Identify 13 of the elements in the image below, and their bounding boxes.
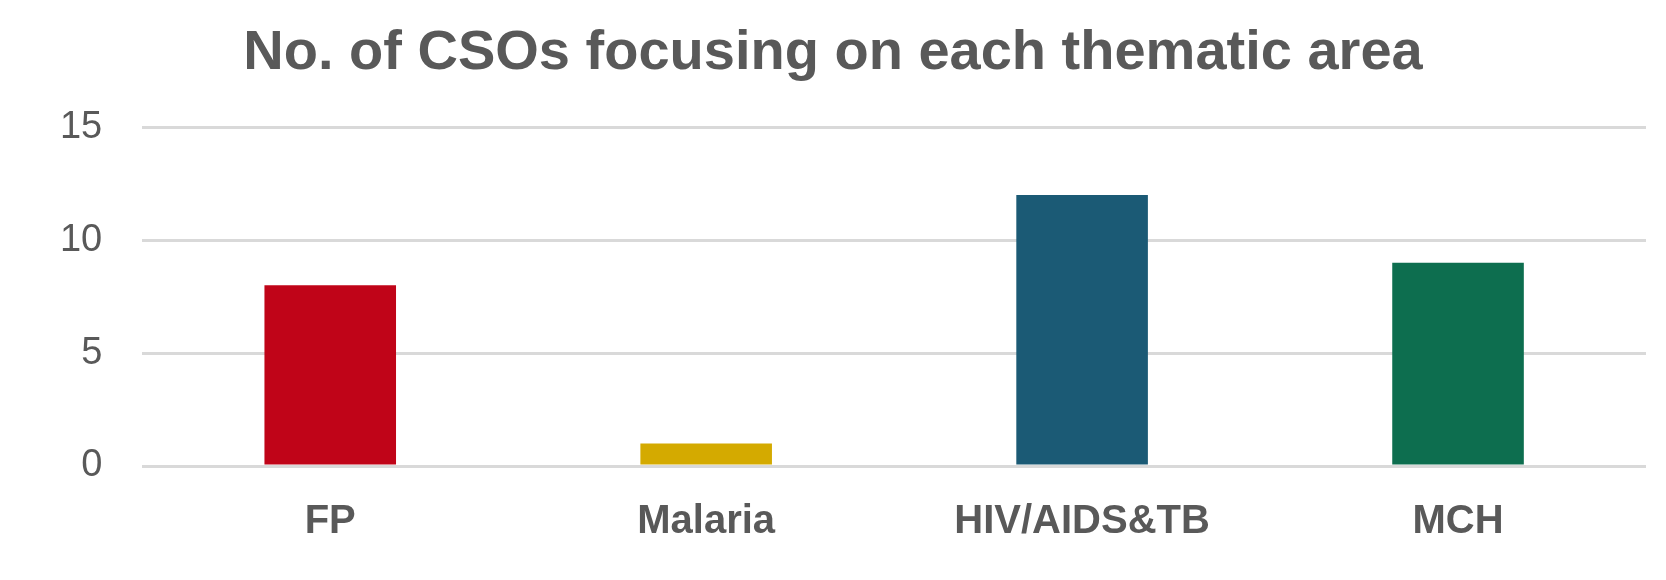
chart-title: No. of CSOs focusing on each thematic area (243, 18, 1424, 82)
x-tick-label: HIV/AIDS&TB (954, 497, 1210, 542)
bar (264, 285, 397, 465)
x-tick-label: FP (304, 497, 356, 542)
y-tick-label: 10 (59, 216, 103, 259)
bar (1392, 262, 1524, 465)
bar (640, 443, 772, 465)
bar (1016, 194, 1148, 465)
y-tick-label: 15 (59, 103, 103, 146)
y-tick-label: 0 (81, 442, 103, 485)
y-tick-label: 5 (81, 329, 103, 372)
x-tick-label: Malaria (637, 497, 776, 542)
x-tick-label: MCH (1412, 497, 1504, 542)
